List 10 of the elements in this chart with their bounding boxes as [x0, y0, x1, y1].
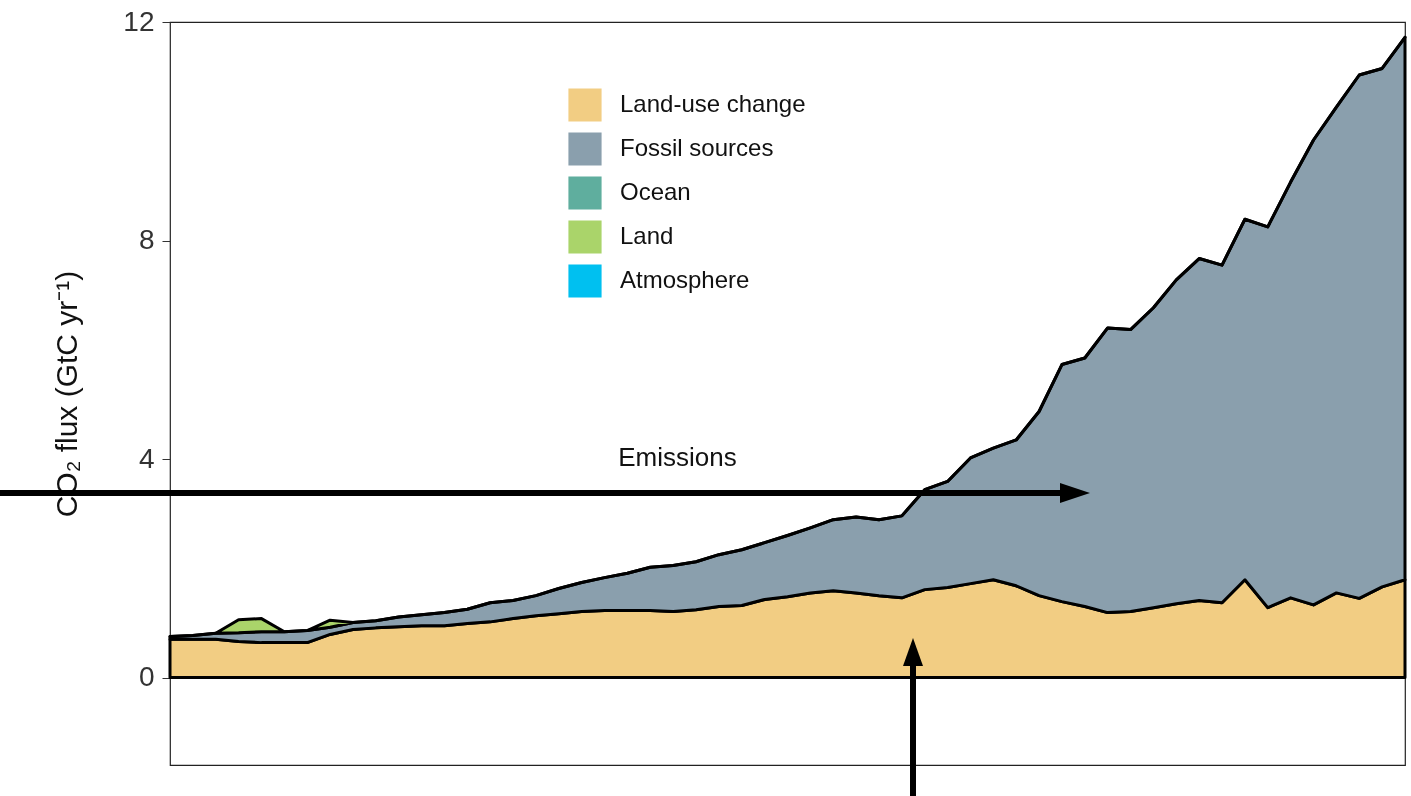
legend-label: Fossil sources	[620, 134, 774, 161]
y-tick-label: 12	[123, 5, 155, 37]
legend-label: Land	[620, 222, 674, 249]
legend-label: Ocean	[620, 178, 691, 205]
legend-label: Atmosphere	[620, 266, 750, 293]
annotation: Emissions	[617, 442, 738, 473]
y-tick-label: 8	[138, 224, 155, 256]
legend-label: Land-use change	[620, 90, 806, 117]
y-tick-label: 0	[138, 661, 155, 693]
y-tick-label: 4	[138, 442, 155, 474]
